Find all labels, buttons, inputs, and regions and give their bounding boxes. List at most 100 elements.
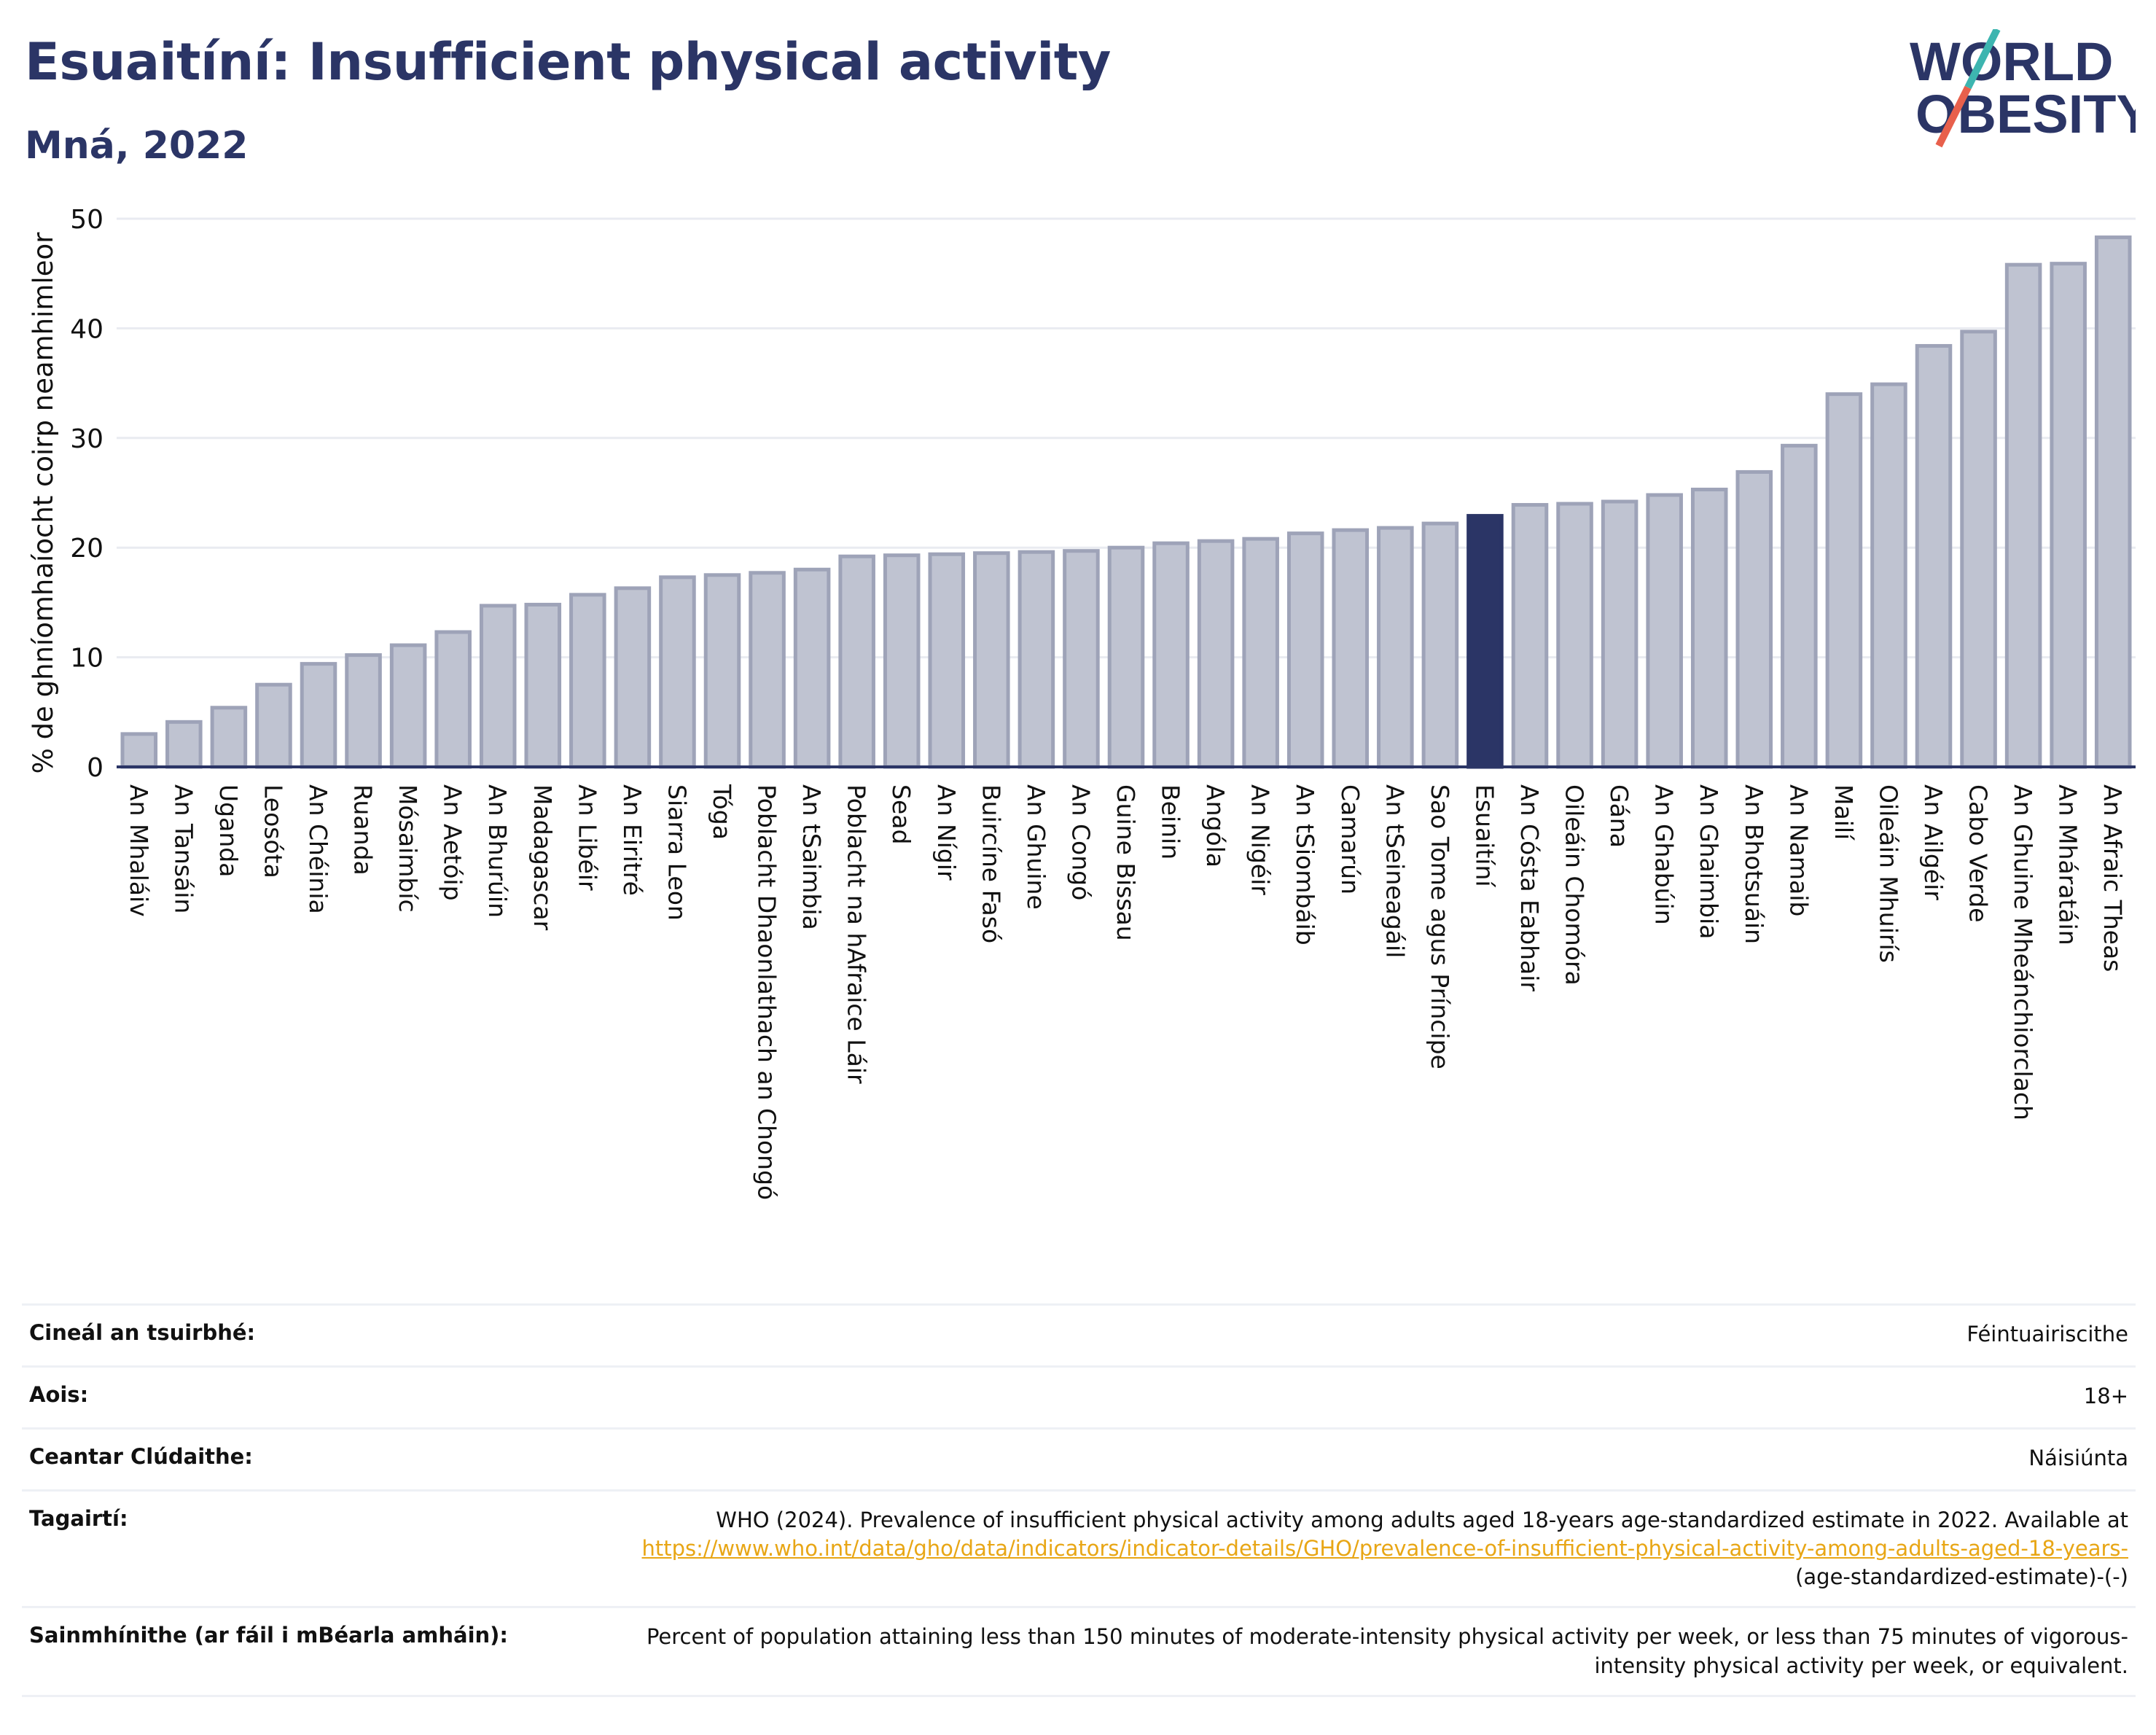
x-tick-label: An Bhotsuáin — [1740, 784, 1768, 944]
bar — [255, 682, 292, 769]
x-tick-label: An Mhaláiv — [125, 784, 153, 917]
bar — [389, 643, 427, 769]
bar — [1646, 493, 1683, 769]
x-tick-label: Guine Bissau — [1112, 784, 1140, 941]
x-tick-label: An tSeineagáil — [1380, 784, 1409, 958]
meta-value: Náisiúnta — [2028, 1446, 2128, 1470]
x-tick-label: An tSaimbia — [797, 784, 826, 930]
bar — [1556, 502, 1593, 769]
y-tick-label: 10 — [70, 644, 103, 674]
x-tick-label: An Ailgéir — [1919, 784, 1948, 900]
bar — [524, 602, 562, 769]
y-tick-label: 50 — [70, 205, 103, 235]
meta-value: Féintuairiscithe — [1966, 1322, 2128, 1346]
x-tick-label: An Ghabúin — [1650, 784, 1679, 925]
bar — [973, 551, 1010, 769]
bar — [210, 706, 248, 769]
y-axis-ticks: 0 10 20 30 40 50 — [70, 205, 103, 783]
x-tick-label: Beinin — [1157, 784, 1185, 859]
x-tick-label: An Ghaimbia — [1695, 784, 1723, 939]
x-tick-label: An Chéinia — [304, 784, 332, 914]
x-tick-label: An Ghuine Mheánchiorclach — [2009, 784, 2037, 1120]
x-tick-label: An Libéir — [573, 784, 601, 891]
bar — [749, 571, 786, 769]
x-tick-label: An Bhurúin — [483, 784, 512, 918]
x-tick-label: Gána — [1605, 784, 1633, 848]
x-tick-label: An tSiombáib — [1291, 784, 1319, 946]
bar — [1197, 539, 1235, 769]
bar — [793, 567, 831, 769]
x-tick-label: Poblacht Dhaonlathach an Chongó — [753, 784, 781, 1200]
meta-key: Ceantar Clúdaithe: — [29, 1444, 253, 1469]
bar — [614, 586, 652, 769]
logo-slash-coral — [1935, 85, 1972, 148]
bar — [1421, 521, 1459, 769]
x-tick-label: An Namaib — [1784, 784, 1813, 916]
x-tick-label: Leosóta — [259, 784, 287, 878]
x-tick-label: Poblacht na hAfraice Láir — [843, 784, 871, 1084]
bar — [1915, 343, 1953, 769]
y-tick-label: 0 — [87, 753, 103, 783]
x-tick-label: An Congó — [1066, 784, 1095, 900]
bar — [1825, 392, 1863, 769]
bar — [1735, 469, 1773, 769]
meta-row-survey-type: Cineál an tsuirbhé: Féintuairiscithe — [22, 1304, 2136, 1367]
meta-value: Percent of population attaining less tha… — [646, 1624, 2128, 1678]
bar — [569, 593, 606, 769]
y-axis-label: % de ghníomhaíocht coirp neamhimleor — [28, 232, 59, 773]
bar — [703, 573, 741, 769]
bar — [2094, 235, 2132, 769]
x-tick-label: Ruanda — [349, 784, 378, 876]
x-tick-label: Sead — [887, 784, 915, 844]
bar — [928, 552, 966, 769]
logo-word-world: WORLD — [1910, 31, 2114, 92]
chart-subtitle: Mná, 2022 — [25, 124, 249, 168]
bar — [883, 553, 921, 769]
meta-row-references: Tagairtí: WHO (2024). Prevalence of insu… — [22, 1490, 2136, 1607]
bar — [1332, 528, 1370, 769]
x-tick-label: Camarún — [1336, 784, 1364, 894]
bar — [1466, 514, 1504, 769]
x-axis-labels: An Mhaláiv An Tansáin Uganda Leosóta An Chéi… — [125, 784, 2127, 1200]
x-tick-label: An Ghuine — [1022, 784, 1050, 910]
x-tick-label: Buircíne Fasó — [977, 784, 1005, 943]
bar — [165, 720, 203, 769]
bars — [120, 235, 2132, 769]
x-tick-label: An Cósta Eabhair — [1515, 784, 1544, 991]
reference-suffix: (age-standardized-estimate)-(-) — [1795, 1564, 2128, 1590]
x-tick-label: Oileáin Mhuirís — [1874, 784, 1902, 963]
bar — [120, 732, 158, 769]
world-obesity-logo: WORLD OBESITY — [1910, 29, 2136, 148]
meta-row-definitions: Sainmhínithe (ar fáil i mBéarla amháin):… — [22, 1607, 2136, 1696]
x-tick-label: Madagascar — [528, 784, 557, 931]
x-tick-label: An Nigéir — [1246, 784, 1275, 895]
bar — [1018, 550, 1055, 769]
y-tick-label: 30 — [70, 424, 103, 454]
bar — [300, 662, 337, 769]
bar — [2004, 262, 2042, 769]
bar — [1781, 443, 1818, 769]
x-tick-label: Mósaimbíc — [394, 784, 422, 913]
x-tick-label: Uganda — [214, 784, 243, 877]
bar-chart: 0 10 20 30 40 50 An Mhaláiv An Tansáin Uganda Le… — [28, 205, 2136, 1200]
x-tick-label: An Nígir — [932, 784, 961, 881]
x-tick-label: An Mháratáin — [2054, 784, 2082, 946]
x-tick-label: An Eiritré — [618, 784, 647, 896]
logo-slash-teal — [1964, 29, 2001, 90]
meta-row-age: Aois: 18+ — [22, 1366, 2136, 1429]
metadata-table: Cineál an tsuirbhé: Féintuairiscithe Aoi… — [22, 1303, 2136, 1697]
bar — [2050, 262, 2087, 769]
meta-key: Tagairtí: — [29, 1506, 128, 1531]
x-tick-label: Mailí — [1829, 784, 1858, 841]
meta-row-coverage: Ceantar Clúdaithe: Náisiúnta — [22, 1428, 2136, 1491]
x-tick-label: Cabo Verde — [1964, 784, 1993, 922]
bar — [1690, 487, 1728, 769]
bar — [1601, 499, 1639, 769]
bar — [1063, 549, 1100, 769]
meta-key: Sainmhínithe (ar fáil i mBéarla amháin): — [29, 1623, 509, 1648]
bar — [1377, 526, 1414, 769]
reference-link[interactable]: https://www.who.int/data/gho/data/indica… — [641, 1536, 2128, 1562]
y-tick-label: 40 — [70, 314, 103, 344]
x-tick-label: Tóga — [708, 784, 736, 840]
bar — [1286, 531, 1324, 769]
